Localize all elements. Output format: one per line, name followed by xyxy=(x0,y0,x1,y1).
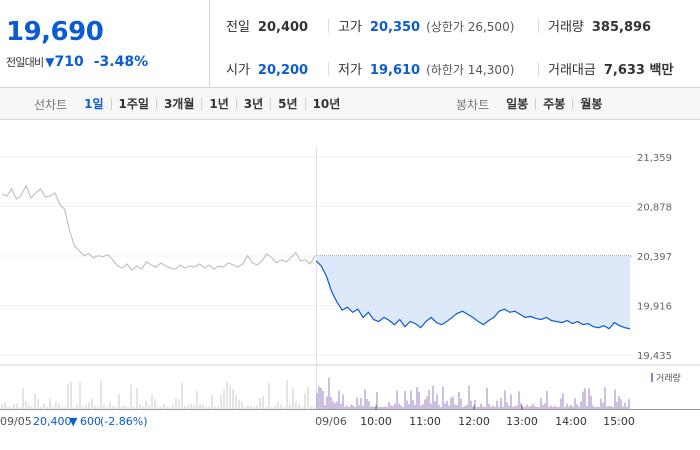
y-tick-label: 21,359 xyxy=(637,153,672,164)
price-change: 전일대비 ▼ 710 -3.48% xyxy=(6,54,148,70)
x-tick-label: 11:00 xyxy=(409,415,441,428)
y-tick-label: 20,878 xyxy=(637,203,672,214)
x-tick-label: 09/06 xyxy=(315,415,347,428)
stat-low: 저가 19,610 (하한가 14,300) xyxy=(338,59,514,78)
divider xyxy=(538,19,539,33)
y-tick-label: 19,916 xyxy=(637,302,672,313)
tab-monthly[interactable]: 월봉 xyxy=(572,98,609,110)
tab-1w[interactable]: 1주일 xyxy=(110,98,156,110)
stat-label: 거래대금 xyxy=(548,63,596,78)
quote-stats: 전일 20,400 고가 20,350 (상한가 26,500) 거래량 385… xyxy=(210,0,700,88)
current-price: 19,690 xyxy=(6,17,104,47)
price-chart-svg: 21,359 20,878 20,397 19,916 19,435 거래량 09/06 10… xyxy=(0,147,700,428)
quote-header: 19,690 전일대비 ▼ 710 -3.48% 전일 20,400 고가 20… xyxy=(0,0,700,88)
price-summary: 19,690 전일대비 ▼ 710 -3.48% xyxy=(0,0,210,88)
stat-value: 385,896 xyxy=(591,20,652,35)
x-tick-label: 10:00 xyxy=(360,415,392,428)
candle-chart-tabs: 봉차트 일봉 주봉 월봉 xyxy=(456,88,609,120)
volume-legend-label: 거래량 xyxy=(656,372,681,384)
line-chart-label: 선차트 xyxy=(34,97,68,112)
stat-label: 거래량 xyxy=(548,20,584,35)
stat-value: 7,633 백만 xyxy=(603,63,674,78)
stat-value: 19,610 xyxy=(369,63,421,78)
stat-volume: 거래량 385,896 xyxy=(548,16,651,35)
stat-high: 고가 20,350 (상한가 26,500) xyxy=(338,16,514,35)
prev-day-date: 09/05 xyxy=(0,415,32,428)
today-price-line xyxy=(315,260,631,330)
stat-value: 20,400 xyxy=(257,20,309,35)
y-tick-label: 19,435 xyxy=(637,351,672,362)
down-arrow-icon: ▼ xyxy=(45,55,55,69)
stat-sub: (상한가 26,500) xyxy=(426,20,515,34)
tab-3m[interactable]: 3개월 xyxy=(155,98,201,110)
chart-period-tabs: 선차트 1일 1주일 3개월 1년 3년 5년 10년 봉차트 일봉 주봉 월봉 xyxy=(0,88,700,120)
stat-label: 저가 xyxy=(338,63,362,78)
x-tick-label: 14:00 xyxy=(555,415,587,428)
candle-chart-label: 봉차트 xyxy=(456,97,490,112)
change-percent: -3.48% xyxy=(93,54,149,70)
x-tick-label: 13:00 xyxy=(506,415,538,428)
volume-legend-swatch xyxy=(651,373,653,382)
price-chart: 21,359 20,878 20,397 19,916 19,435 거래량 09/06 10… xyxy=(0,120,700,450)
tab-3y[interactable]: 3년 xyxy=(235,98,270,110)
stat-label: 전일 xyxy=(226,20,250,35)
stat-sub: (하한가 14,300) xyxy=(426,63,515,77)
tab-5y[interactable]: 5년 xyxy=(270,98,304,110)
tab-1y[interactable]: 1년 xyxy=(201,98,235,110)
stat-prev-close: 전일 20,400 xyxy=(226,16,308,35)
prev-day-close: 20,400 xyxy=(33,415,72,428)
stat-value: 20,350 xyxy=(369,20,421,35)
today-fill-area xyxy=(316,256,630,329)
prev-day-line xyxy=(1,184,316,271)
line-chart-tabs: 선차트 1일 1주일 3개월 1년 3년 5년 10년 xyxy=(34,88,347,120)
change-value: 710 xyxy=(54,54,84,70)
stat-label: 시가 xyxy=(226,63,250,78)
divider xyxy=(328,62,329,76)
stat-trade-value: 거래대금 7,633 백만 xyxy=(548,59,673,78)
tab-daily[interactable]: 일봉 xyxy=(506,97,529,111)
tab-1d[interactable]: 1일 xyxy=(84,97,104,111)
x-tick-label: 15:00 xyxy=(603,415,635,428)
down-arrow-icon: ▼ xyxy=(69,415,78,428)
prev-day-change: 600 xyxy=(80,415,101,428)
divider xyxy=(328,19,329,33)
change-label: 전일대비 xyxy=(6,56,44,69)
prev-day-pct: (-2.86%) xyxy=(100,415,148,428)
stat-value: 20,200 xyxy=(257,63,309,78)
y-tick-label: 20,397 xyxy=(637,252,672,263)
tab-10y[interactable]: 10년 xyxy=(304,98,348,110)
stat-open: 시가 20,200 xyxy=(226,59,308,78)
divider xyxy=(538,62,539,76)
tab-weekly[interactable]: 주봉 xyxy=(535,98,572,110)
x-tick-label: 12:00 xyxy=(458,415,490,428)
stat-label: 고가 xyxy=(338,20,362,35)
